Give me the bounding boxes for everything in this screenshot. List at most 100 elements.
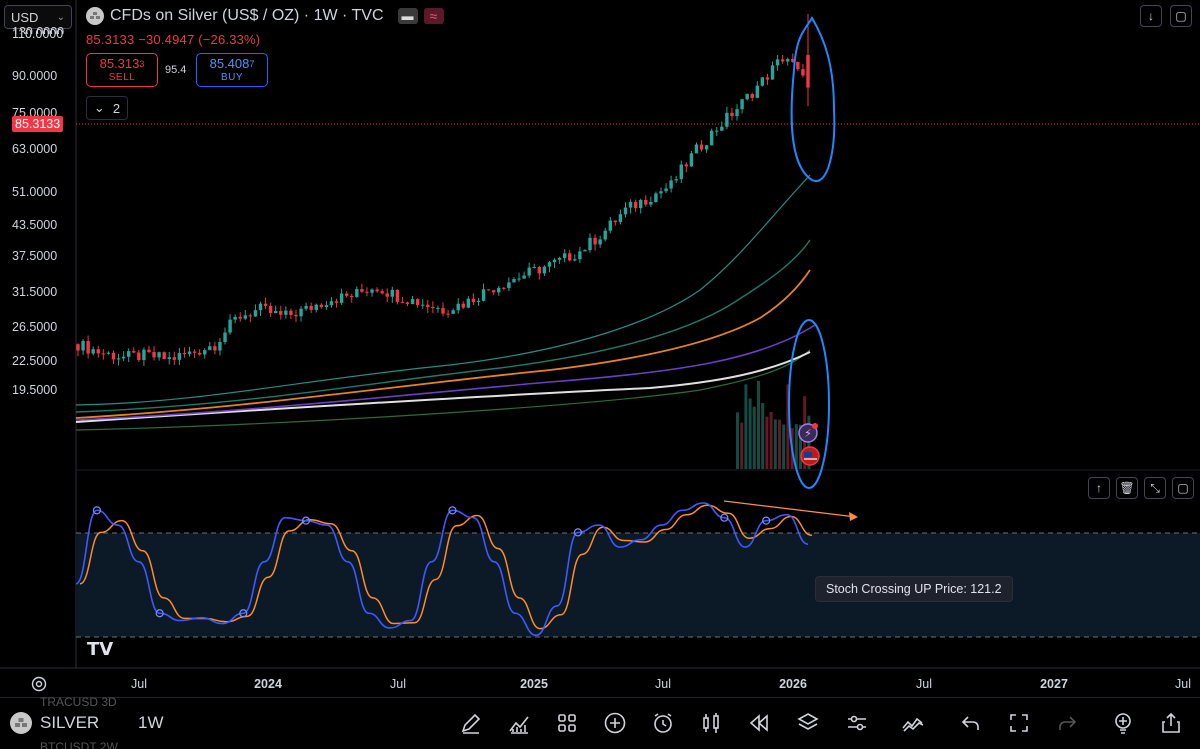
candle-body bbox=[502, 287, 506, 289]
candle-body bbox=[441, 307, 445, 314]
scroll-down-button[interactable]: ↓ bbox=[1140, 5, 1162, 27]
candle-body bbox=[294, 314, 298, 317]
undo-icon[interactable] bbox=[959, 711, 983, 735]
candle-body bbox=[491, 290, 496, 293]
fullscreen-icon[interactable] bbox=[1007, 711, 1031, 735]
ma-orange bbox=[75, 269, 811, 419]
move-pane-up-button[interactable]: ↑ bbox=[1088, 477, 1110, 499]
candle-body bbox=[497, 287, 501, 293]
candle-body bbox=[96, 349, 100, 354]
maximize-button[interactable]: ▢ bbox=[1170, 5, 1192, 27]
candle-body bbox=[618, 214, 623, 223]
layers-icon[interactable] bbox=[796, 711, 820, 735]
symbol-title[interactable]: CFDs on Silver (US$ / OZ) · 1W · TVC ▬ ≈ bbox=[86, 7, 444, 25]
candle-body bbox=[476, 300, 481, 302]
candle-body bbox=[152, 351, 156, 358]
candle-body bbox=[649, 201, 653, 205]
candle-body bbox=[324, 305, 329, 308]
stoch-cross-marker bbox=[239, 609, 248, 618]
candle-body bbox=[182, 353, 187, 355]
chevron-down-icon: ⌄ bbox=[93, 100, 105, 115]
stoch-cross-marker bbox=[92, 506, 102, 515]
candle-body bbox=[684, 164, 689, 167]
candle-body bbox=[350, 295, 354, 298]
candle-body bbox=[289, 310, 293, 315]
drawing-tool-icon[interactable] bbox=[459, 711, 483, 735]
candle-body bbox=[111, 352, 116, 360]
share-icon[interactable] bbox=[1159, 711, 1183, 735]
sell-button[interactable]: 85.3133 SELL bbox=[86, 53, 158, 87]
candle-body bbox=[380, 291, 384, 294]
price-axis-label: 43.5000 bbox=[12, 218, 58, 233]
time-axis-label: 2027 bbox=[1040, 677, 1068, 691]
candle-body bbox=[537, 267, 542, 274]
current-price-tag: 85.3133 bbox=[12, 116, 64, 132]
candle-body bbox=[522, 275, 526, 279]
candle-body bbox=[552, 259, 557, 263]
indicator-count: 2 bbox=[112, 100, 121, 116]
volume-bar bbox=[744, 384, 748, 469]
symbol-name: SILVER bbox=[40, 713, 100, 732]
candle-body bbox=[319, 304, 324, 308]
price-label-top: 130.0000 bbox=[12, 25, 65, 34]
symbol-selector[interactable]: SILVER bbox=[10, 712, 99, 734]
candle-body bbox=[740, 99, 744, 110]
candle-body bbox=[192, 351, 197, 353]
candle-body bbox=[471, 298, 476, 302]
cfd-wave-icon[interactable]: ≈ bbox=[423, 8, 444, 24]
volume-bar bbox=[786, 384, 790, 469]
candle-body bbox=[796, 61, 800, 70]
settings-gear-icon[interactable] bbox=[30, 675, 48, 693]
stoch-cross-marker bbox=[573, 528, 583, 537]
candle-body bbox=[390, 289, 395, 297]
ma-dark-green bbox=[75, 349, 811, 431]
idea-bulb-icon[interactable] bbox=[1111, 711, 1135, 735]
redo-icon[interactable] bbox=[1055, 711, 1079, 735]
volume-bar bbox=[769, 411, 773, 469]
stoch-tooltip: Stoch Crossing UP Price: 121.2 bbox=[815, 576, 1013, 602]
alarm-icon[interactable] bbox=[651, 711, 675, 735]
collapse-pane-button[interactable]: ⤡ bbox=[1144, 477, 1166, 499]
price-axis-label: 63.0000 bbox=[12, 141, 58, 156]
volume-bar bbox=[765, 416, 769, 469]
candle-body bbox=[507, 282, 511, 289]
candle-body bbox=[806, 54, 810, 88]
stoch-band-fill bbox=[76, 533, 1200, 637]
candle-body bbox=[410, 299, 415, 305]
candle-body bbox=[557, 257, 562, 260]
candle-body bbox=[299, 308, 303, 317]
time-axis-label: Jul bbox=[131, 677, 147, 691]
maximize-pane-button[interactable]: ▢ bbox=[1172, 477, 1194, 499]
candle-style-icon[interactable] bbox=[699, 711, 723, 735]
candle-body bbox=[203, 350, 207, 355]
maximize-icon: ▢ bbox=[1175, 9, 1187, 23]
market-closed-icon[interactable]: ▬ bbox=[397, 8, 418, 24]
trend-chart-icon[interactable] bbox=[901, 711, 925, 735]
candle-body bbox=[654, 193, 658, 202]
timeframe-selector[interactable]: 1W bbox=[138, 713, 164, 732]
candle-body bbox=[162, 352, 166, 360]
sell-price: 85.313 bbox=[99, 56, 140, 71]
candle-body bbox=[405, 302, 410, 305]
indicators-toggle-button[interactable]: ⌄ 2 bbox=[86, 96, 128, 120]
price-axis-label: 26.5000 bbox=[12, 320, 58, 335]
candle-body bbox=[730, 112, 734, 117]
indicators-icon[interactable] bbox=[507, 711, 531, 735]
layout-grid-icon[interactable] bbox=[555, 711, 579, 735]
price-axis-label: 90.0000 bbox=[12, 68, 58, 83]
candle-body bbox=[436, 307, 440, 309]
candle-body bbox=[284, 310, 288, 315]
currency-value: USD bbox=[11, 9, 39, 25]
delete-pane-button[interactable]: 🗑 bbox=[1116, 477, 1138, 499]
candle-body bbox=[253, 310, 258, 317]
candle-body bbox=[304, 305, 308, 309]
settings-sliders-icon[interactable] bbox=[845, 711, 869, 735]
candle-body bbox=[339, 293, 344, 303]
sell-label: SELL bbox=[108, 72, 136, 83]
buy-button[interactable]: 85.4087 BUY bbox=[196, 53, 268, 87]
volume-bar bbox=[778, 419, 781, 469]
currency-select[interactable]: USD ⌄ bbox=[4, 5, 72, 29]
replay-icon[interactable] bbox=[747, 711, 771, 735]
add-symbol-icon[interactable] bbox=[603, 711, 627, 735]
